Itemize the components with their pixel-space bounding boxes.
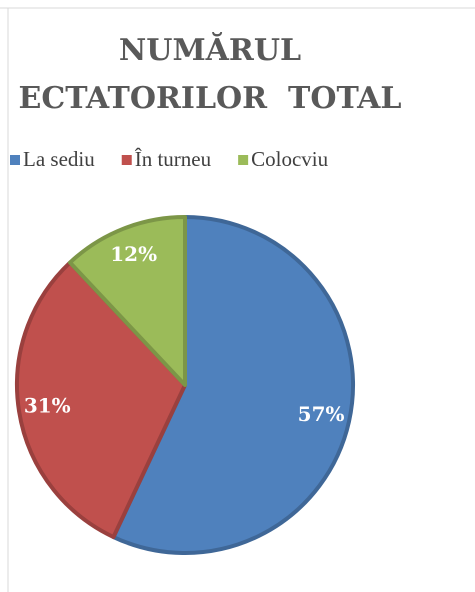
- chart-title: NUMĂRUL: [119, 32, 301, 68]
- data-label: 12%: [110, 242, 157, 266]
- pie-slice: [111, 215, 355, 555]
- chart-title: ECTATORILOR TOTAL: [18, 81, 401, 116]
- legend-label: În turneu: [135, 147, 212, 171]
- legend-swatch: [10, 155, 20, 165]
- legend-swatch: [238, 155, 249, 165]
- legend-label: La sediu: [23, 147, 95, 171]
- data-label: 57%: [298, 402, 345, 426]
- pie-slice: [67, 215, 187, 387]
- pie-slice: [15, 260, 187, 540]
- legend-label: Colocviu: [251, 147, 328, 171]
- legend-swatch: [121, 155, 132, 165]
- data-label: 31%: [24, 393, 71, 417]
